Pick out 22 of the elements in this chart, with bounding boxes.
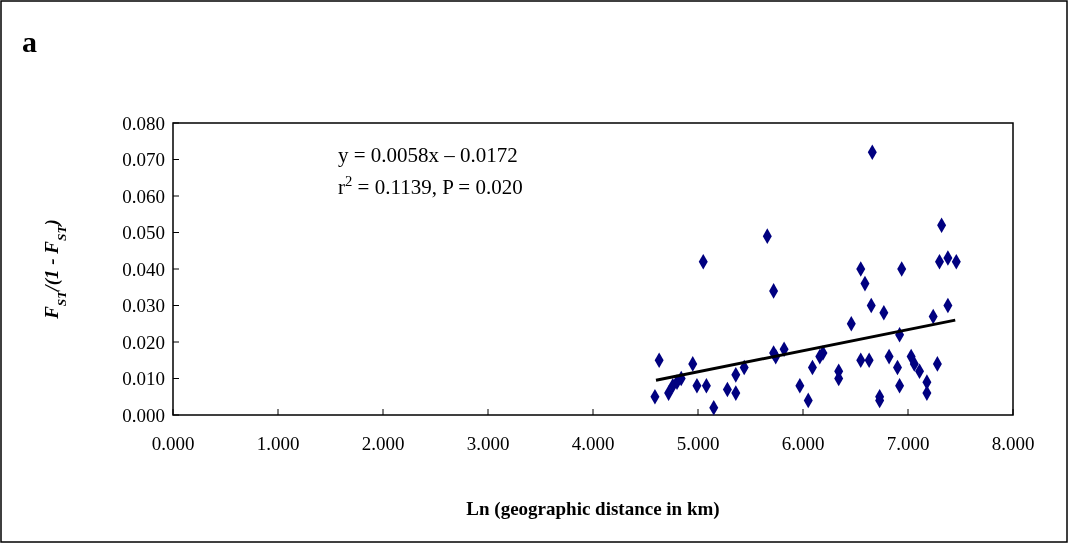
y-tick-label: 0.040	[122, 258, 165, 280]
annotation: r$^{2}$ = 0.1139, P = 0.020	[338, 173, 523, 199]
x-tick-label: 5.000	[676, 433, 720, 454]
y-tick-label: 0.060	[122, 185, 165, 207]
y-tick-label: 0.020	[122, 331, 165, 353]
y-tick-label: 0.080	[122, 112, 165, 134]
y-tick-label: 0.010	[122, 368, 165, 390]
x-tick-label: 8.000	[991, 433, 1035, 454]
x-tick-label: 0.000	[151, 433, 195, 454]
chart-title: a	[22, 25, 37, 58]
x-tick-label: 2.000	[361, 433, 405, 454]
x-tick-label: 7.000	[886, 433, 930, 454]
x-tick-label: 6.000	[781, 433, 825, 454]
y-tick-label: 0.000	[122, 404, 165, 426]
annotation: y = 0.0058x – 0.0172	[338, 143, 518, 167]
x-tick-label: 3.000	[466, 433, 510, 454]
y-tick-label: 0.030	[122, 295, 165, 317]
y-tick-label: 0.050	[122, 222, 165, 244]
x-tick-label: 4.000	[571, 433, 615, 454]
x-axis-title: Ln (geographic distance in km)	[466, 498, 720, 520]
x-tick-label: 1.000	[256, 433, 300, 454]
y-tick-label: 0.070	[122, 149, 165, 171]
